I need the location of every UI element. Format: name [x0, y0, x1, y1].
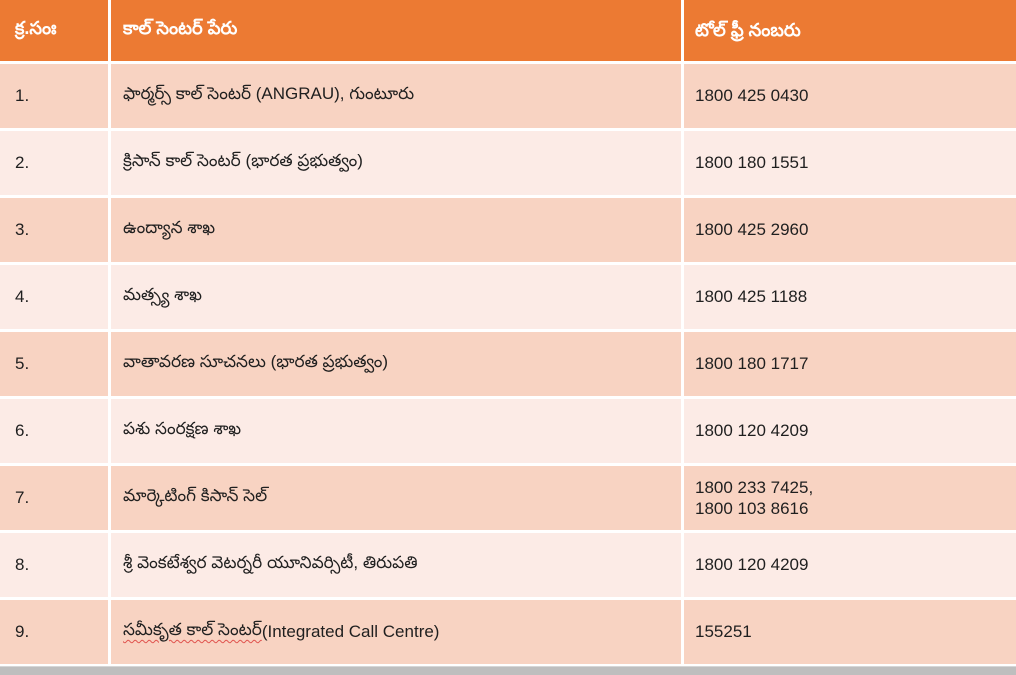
row-8-number: 1800 120 4209: [684, 533, 1016, 597]
row-9-number: 155251: [684, 600, 1016, 664]
row-5-number: 1800 180 1717: [684, 332, 1016, 396]
row-6-serial: 6.: [0, 399, 108, 463]
row-2-name: క్రిసాన్ కాల్ సెంటర్ (భారత ప్రభుత్వం): [111, 131, 681, 195]
row-2-serial: 2.: [0, 131, 108, 195]
row-8-name: శ్రీ వెంకటేశ్వర వెటర్నరీ యూనివర్సిటీ, తి…: [111, 533, 681, 597]
row-9-name-telugu: సమీకృత కాల్ సెంటర్: [123, 620, 262, 639]
row-1-number: 1800 425 0430: [684, 64, 1016, 128]
row-1-name: ఫార్మర్స్ కాల్ సెంటర్ (ANGRAU), గుంటూరు: [111, 64, 681, 128]
row-7-serial: 7.: [0, 466, 108, 530]
row-9-name-english: (Integrated Call Centre): [261, 622, 440, 641]
row-6-name: పశు సంరక్షణ శాఖ: [111, 399, 681, 463]
row-6-number: 1800 120 4209: [684, 399, 1016, 463]
row-4-serial: 4.: [0, 265, 108, 329]
row-7-name: మార్కెటింగ్ కిసాన్ సెల్: [111, 466, 681, 530]
row-4-name: మత్స్య శాఖ: [111, 265, 681, 329]
row-7-number: 1800 233 7425, 1800 103 8616: [684, 466, 1016, 530]
row-8-serial: 8.: [0, 533, 108, 597]
row-9-serial: 9.: [0, 600, 108, 664]
row-3-serial: 3.: [0, 198, 108, 262]
header-toll-free-number: టోల్ ఫ్రీ నంబరు: [684, 0, 1016, 61]
row-4-number: 1800 425 1188: [684, 265, 1016, 329]
table-bottom-gap: [0, 664, 1016, 666]
row-1-serial: 1.: [0, 64, 108, 128]
row-2-number: 1800 180 1551: [684, 131, 1016, 195]
row-3-number: 1800 425 2960: [684, 198, 1016, 262]
horizontal-scrollbar[interactable]: [0, 666, 1016, 675]
row-5-name: వాతావరణ సూచనలు (భారత ప్రభుత్వం): [111, 332, 681, 396]
header-call-center-name: కాల్ సెంటర్ పేరు: [111, 0, 681, 61]
row-5-serial: 5.: [0, 332, 108, 396]
header-serial-number: క్ర.సంః: [0, 0, 108, 61]
row-9-name: సమీకృత కాల్ సెంటర్ (Integrated Call Cent…: [111, 600, 681, 664]
row-3-name: ఉంద్యాన శాఖ: [111, 198, 681, 262]
